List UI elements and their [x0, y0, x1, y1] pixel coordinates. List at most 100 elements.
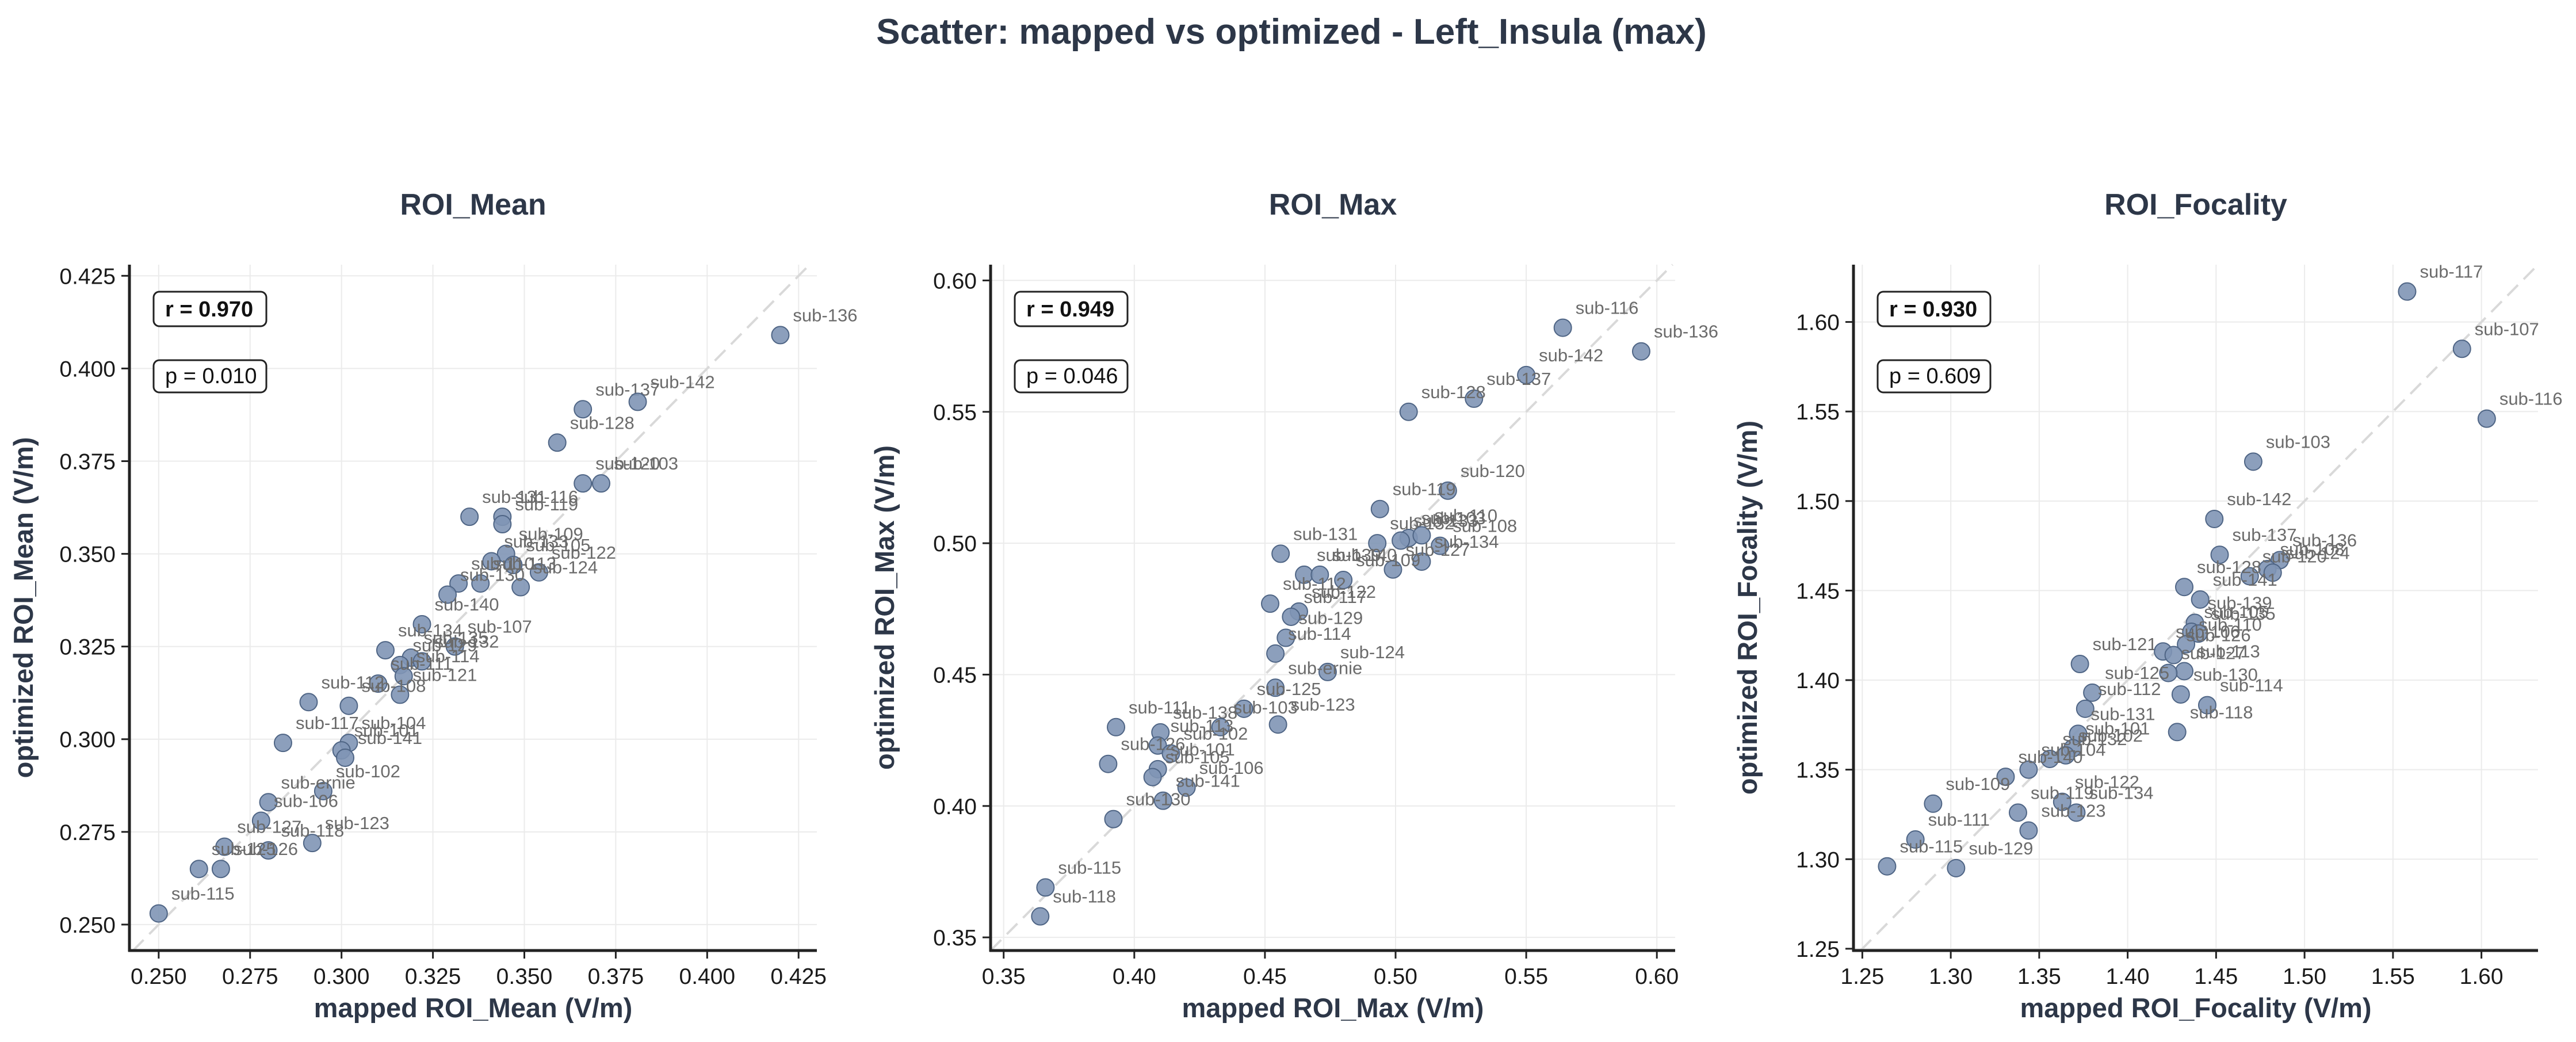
y-tick-label: 0.375	[59, 449, 116, 474]
point-label: sub-129	[1969, 838, 2033, 858]
data-point	[1924, 794, 1943, 813]
x-tick-label: 0.275	[222, 964, 278, 989]
data-point	[2175, 662, 2194, 681]
point-label: sub-127	[237, 817, 301, 837]
data-point	[548, 433, 567, 452]
data-point	[771, 326, 790, 345]
data-point	[339, 696, 358, 715]
point-label: sub-124	[533, 558, 598, 578]
point-label: sub-125	[212, 839, 276, 859]
point-label: sub-119	[515, 494, 578, 514]
point-label: sub-122	[2075, 772, 2139, 792]
stat-p-frame	[152, 359, 267, 394]
x-axis-label: mapped ROI_Max (V/m)	[1182, 993, 1484, 1023]
point-label: sub-120	[1461, 461, 1525, 481]
data-point	[1368, 534, 1387, 553]
x-tick-label: 0.250	[131, 964, 187, 989]
data-point	[1431, 536, 1450, 555]
stat-r-text: r = 0.930	[1889, 297, 1977, 322]
point-label: sub-139	[2207, 593, 2272, 613]
data-point	[1099, 754, 1118, 773]
y-tick-label: 1.35	[1796, 758, 1840, 783]
point-label: sub-140	[435, 594, 499, 614]
data-point	[1235, 699, 1253, 718]
x-tick-label: 0.35	[982, 964, 1026, 989]
stat-p-box: p = 0.609	[1876, 359, 1992, 394]
x-tick-label: 0.350	[496, 964, 553, 989]
point-label: sub-105	[2204, 602, 2268, 622]
y-tick-label: 0.60	[933, 269, 977, 293]
y-tick-label: 0.45	[933, 663, 977, 688]
point-label: sub-130	[460, 564, 525, 585]
data-point	[1260, 594, 1279, 613]
point-label: sub-137	[595, 379, 660, 399]
y-tick-label: 0.275	[59, 820, 116, 845]
panel-title: ROI_Focality	[2104, 188, 2287, 222]
y-tick-label: 0.325	[59, 635, 116, 660]
data-point	[2205, 509, 2224, 528]
point-label: sub-108	[2280, 539, 2345, 559]
point-label: sub-114	[416, 646, 480, 666]
point-label: sub-118	[1053, 887, 1116, 907]
point-label: sub-102	[1183, 723, 1248, 743]
data-point	[529, 563, 548, 582]
x-tick-label: 1.35	[2017, 964, 2061, 989]
data-point	[1996, 768, 2015, 787]
x-tick-label: 1.30	[1929, 964, 1973, 989]
point-label: sub-128	[570, 413, 635, 433]
point-label: sub-124	[1340, 642, 1405, 662]
data-point	[1553, 318, 1572, 337]
data-point	[259, 841, 278, 860]
stat-r-frame	[152, 291, 267, 327]
point-label: sub-105	[1165, 747, 1230, 768]
stat-r-box: r = 0.949	[1014, 291, 1129, 327]
data-point	[376, 641, 395, 660]
data-point	[189, 860, 208, 879]
data-point	[471, 574, 490, 593]
stat-p-text: p = 0.046	[1026, 364, 1118, 388]
point-label: sub-128	[2197, 557, 2261, 577]
data-point	[1334, 571, 1353, 590]
data-point	[1177, 778, 1196, 797]
y-axis-label: optimized ROI_Focality (V/m)	[1732, 421, 1763, 795]
x-tick-label: 0.375	[588, 964, 644, 989]
point-label: sub-129	[1298, 608, 1363, 628]
x-tick-label: 0.55	[1504, 964, 1548, 989]
point-label: sub-120	[595, 453, 660, 474]
point-label: sub-119	[1393, 479, 1456, 499]
point-label: sub-103	[614, 453, 678, 474]
panel-roi-focality: 1.25 1.30 1.35 1.40 1.45 1.50 1.55 1.60 1.25 1.30…	[1732, 188, 2563, 1023]
point-label: sub-124	[2285, 543, 2350, 563]
point-label: sub-112	[1283, 574, 1346, 594]
data-point	[1370, 499, 1389, 518]
panel-title: ROI_Mean	[400, 188, 546, 222]
point-label: sub-130	[1126, 789, 1190, 810]
point-label: sub-101	[1171, 739, 1235, 759]
point-label: sub-131	[2091, 704, 2155, 724]
stat-p-frame	[1876, 359, 1992, 394]
point-label: sub-119	[2031, 783, 2094, 803]
point-label: sub-136	[793, 305, 857, 325]
point-label: sub-108	[361, 676, 426, 696]
point-label: sub-121	[412, 665, 477, 685]
data-point	[412, 614, 431, 633]
point-label: sub-123	[2041, 800, 2105, 820]
data-point	[2263, 563, 2282, 582]
point-label: sub-115	[171, 884, 235, 904]
point-label: sub-140	[1332, 545, 1397, 565]
data-point	[1438, 481, 1457, 500]
stat-r-box: r = 0.970	[152, 291, 267, 327]
point-label: sub-135	[2211, 604, 2276, 624]
point-label: sub-112	[321, 672, 384, 692]
data-point	[1153, 791, 1172, 810]
data-point	[1271, 544, 1290, 563]
data-point	[1412, 526, 1431, 545]
point-label: sub-115	[1058, 857, 1121, 877]
point-label: sub-103	[2266, 432, 2330, 452]
point-label: sub-113	[1171, 716, 1234, 736]
point-label: sub-128	[1421, 382, 1486, 402]
point-label: sub-122	[552, 543, 616, 563]
x-tick-label: 1.50	[2283, 964, 2326, 989]
point-label: sub-116	[515, 487, 578, 507]
data-point	[574, 474, 593, 493]
